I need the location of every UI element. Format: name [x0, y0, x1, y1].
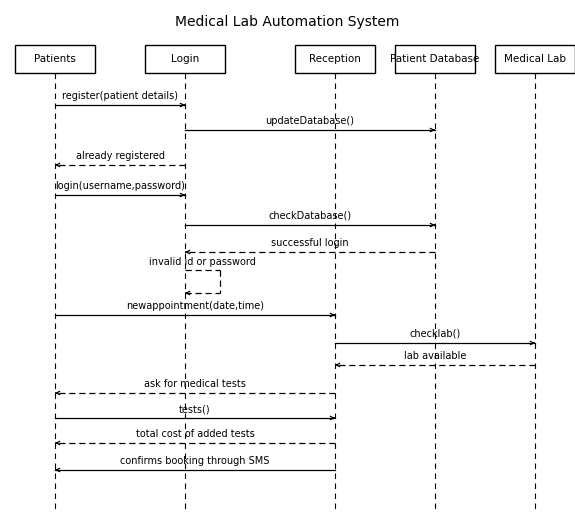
- Bar: [395, 45, 475, 73]
- Text: register(patient details): register(patient details): [62, 91, 178, 101]
- Text: Medical Lab: Medical Lab: [504, 54, 566, 64]
- Bar: [295, 45, 375, 73]
- Text: login(username,password): login(username,password): [55, 181, 185, 191]
- Text: invalid id or password: invalid id or password: [149, 257, 256, 267]
- Text: tests(): tests(): [179, 404, 211, 414]
- Text: newappointment(date,time): newappointment(date,time): [126, 301, 264, 311]
- Text: Medical Lab Automation System: Medical Lab Automation System: [175, 15, 400, 29]
- Bar: [495, 45, 575, 73]
- Text: Reception: Reception: [309, 54, 361, 64]
- Text: checkDatabase(): checkDatabase(): [269, 211, 351, 221]
- Text: lab available: lab available: [404, 351, 466, 361]
- Text: successful login: successful login: [271, 238, 349, 248]
- Bar: [145, 45, 225, 73]
- Text: checklab(): checklab(): [409, 329, 461, 339]
- Text: Login: Login: [171, 54, 199, 64]
- Text: Patients: Patients: [34, 54, 76, 64]
- Text: Patient Database: Patient Database: [390, 54, 480, 64]
- Bar: [15, 45, 95, 73]
- Text: updateDatabase(): updateDatabase(): [266, 116, 355, 126]
- Text: already registered: already registered: [75, 151, 164, 161]
- Text: confirms booking through SMS: confirms booking through SMS: [120, 456, 270, 466]
- Text: ask for medical tests: ask for medical tests: [144, 379, 246, 389]
- Text: total cost of added tests: total cost of added tests: [136, 429, 254, 439]
